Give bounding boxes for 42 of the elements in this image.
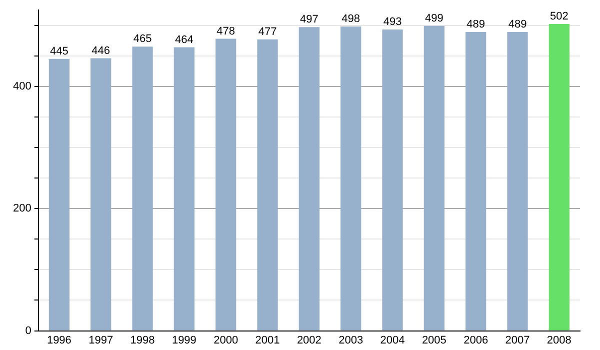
data-label: 478 [216,25,236,38]
data-label: 477 [258,26,277,38]
x-tick-label: 1996 [46,334,72,346]
data-label: 489 [466,18,486,31]
bar [466,32,486,330]
bar [174,47,194,330]
x-tick-label: 2006 [464,334,488,346]
x-tick-label: 2004 [380,334,405,346]
bar [340,26,362,330]
x-tick-label: 2002 [296,334,322,346]
x-tick-label: 2001 [255,334,280,346]
data-label: 446 [92,44,110,57]
y-tick-label: 200 [12,202,32,215]
x-tick-label: 2008 [546,334,572,346]
data-label: 497 [300,14,318,26]
x-tick-label: 2007 [505,334,530,346]
bar [90,58,112,330]
x-tick-label: 2000 [214,334,238,346]
data-label: 489 [508,18,527,31]
x-tick-label: 2003 [338,334,364,346]
bar [132,46,153,330]
data-label: 445 [50,45,68,58]
x-tick-label: 2005 [422,334,446,346]
bar [548,24,570,330]
data-label: 499 [424,12,444,24]
data-label: 498 [342,13,360,26]
bar [507,32,528,330]
data-label: 464 [175,34,194,46]
data-label: 493 [383,16,402,28]
x-tick-label: 1998 [130,334,155,346]
bar [216,38,236,330]
x-tick-label: 1999 [172,334,196,346]
x-tick-label: 1997 [88,334,114,346]
y-tick-label: 0 [25,324,32,337]
data-label: 502 [550,10,568,23]
bar [298,27,320,330]
y-tick-label: 400 [12,80,32,92]
bar [48,58,70,330]
bar [424,26,444,330]
bar [257,39,278,330]
data-label: 465 [133,33,152,46]
bar [382,30,403,330]
